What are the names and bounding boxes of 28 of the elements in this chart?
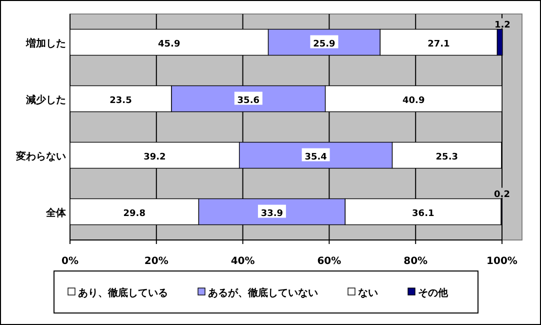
y-tick-label: 変わらない (15, 150, 66, 162)
legend-label: あり、徹底している (78, 287, 168, 299)
data-label: 1.2 (494, 20, 510, 30)
data-label: 40.9 (402, 96, 425, 106)
data-label: 29.8 (123, 208, 146, 219)
y-tick-label: 全体 (45, 206, 67, 219)
legend-label: その他 (418, 287, 449, 299)
x-tick-label: 0% (62, 256, 78, 267)
legend-label: あるが、徹底していない (208, 287, 318, 299)
data-label: 23.5 (110, 96, 132, 106)
x-tick-label: 100% (486, 256, 518, 267)
data-label: 33.9 (260, 208, 284, 219)
data-label: 39.2 (144, 152, 166, 162)
data-label: 25.9 (313, 39, 336, 50)
x-tick-label: 40% (230, 256, 255, 267)
data-label: 35.6 (237, 96, 260, 106)
data-label: 25.3 (436, 152, 458, 162)
x-tick-label: 80% (404, 256, 428, 267)
data-label: 35.4 (304, 152, 327, 162)
y-tick-label: 減少した (25, 94, 66, 106)
y-tick-label: 増加した (25, 37, 66, 50)
data-label: 45.9 (158, 39, 180, 50)
data-label: 27.1 (428, 39, 450, 50)
data-label: 36.1 (412, 208, 434, 219)
data-label: 0.2 (494, 190, 510, 200)
x-tick-label: 60% (317, 256, 342, 267)
legend-label: ない (358, 288, 378, 299)
x-tick-label: 20% (144, 256, 168, 267)
